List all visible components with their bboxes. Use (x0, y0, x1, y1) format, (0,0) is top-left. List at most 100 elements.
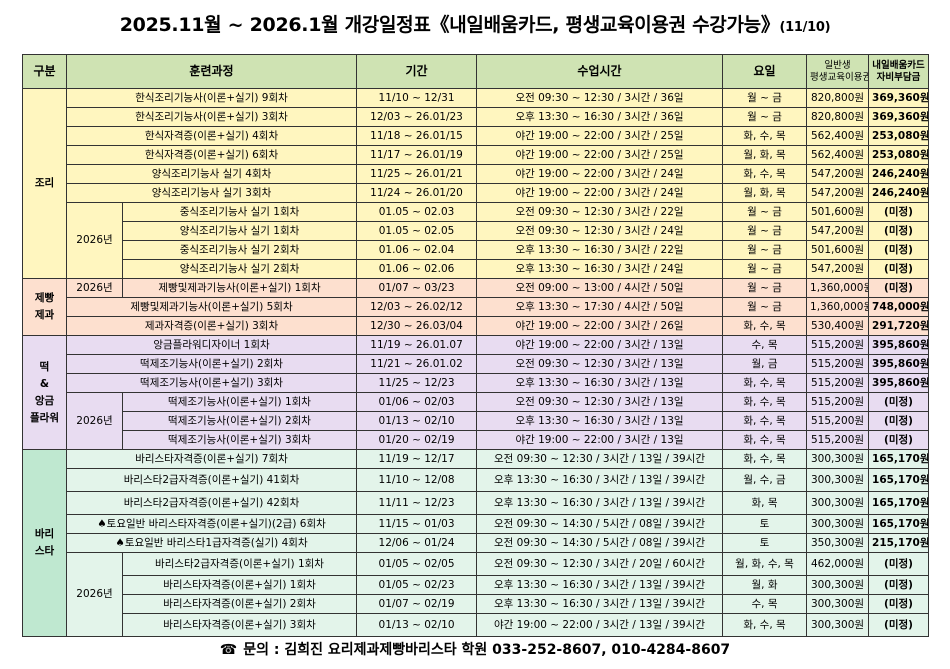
period: 01.05 ~ 02.03 (356, 202, 478, 222)
contact-footer: ☎ 문의 : 김희진 요리제과제빵바리스타 학원 033-252-8607, 01… (0, 639, 950, 659)
self-pay: (미정) (868, 392, 930, 412)
self-pay: (미정) (868, 411, 930, 431)
table-row: 떡제조기능사(이론+실기) 3회차 11/25 ~ 12/23 오후 13:30… (23, 373, 930, 393)
class-time: 오후 13:30 ~ 16:30 / 3시간 / 13일 (476, 373, 724, 393)
table-row: 떡 & 앙금 플라워 앙금플라워디자이너 1회차 11/19 ~ 26.01.07 야… (22, 335, 930, 450)
header-period: 기간 (356, 54, 478, 89)
days: 화, 수, 목 (722, 430, 808, 450)
course-name: 한식조리기능사(이론+실기) 9회차 (65, 88, 358, 108)
class-time: 오후 13:30 ~ 16:30 / 3시간 / 13일 / 39시간 (476, 594, 724, 614)
self-pay: (미정) (868, 240, 930, 260)
course-name: 양식조리기능사 실기 4회차 (65, 164, 358, 184)
title-main: 2025.11월 ~ 2026.1월 개강일정표《내일배움카드, 평생교육이용권… (119, 14, 780, 36)
fee: 820,800원 (806, 88, 870, 108)
fee: 300,300원 (806, 491, 870, 515)
table-row: 양식조리기능사 실기 3회차 11/24 ~ 26.01/20 야간 19:00… (23, 183, 930, 203)
self-pay: (미정) (868, 575, 930, 595)
period: 12/03 ~ 26.01/23 (356, 107, 478, 127)
fee: 515,200원 (806, 430, 870, 450)
course-name: 바리스타2급자격증(이론+실기) 42회차 (65, 491, 358, 515)
table-row: 양식조리기능사 실기 4회차 11/25 ~ 26.01/21 야간 19:00… (23, 164, 930, 184)
fee: 350,300원 (806, 533, 870, 553)
class-time: 오전 09:30 ~ 14:30 / 5시간 / 08일 / 39시간 (476, 514, 724, 534)
days: 화, 수, 목 (722, 392, 808, 412)
self-pay: 165,170원 (868, 449, 930, 469)
period: 11/17 ~ 26.01/19 (356, 145, 478, 165)
days: 화, 수, 목 (722, 126, 808, 146)
table-row: 바리스타2급자격증(이론+실기) 41회차 11/10 ~ 12/08 오후 1… (23, 468, 930, 492)
days: 월, 화, 목 (722, 145, 808, 165)
days: 월, 화, 수, 목 (722, 552, 808, 576)
period: 01/20 ~ 02/19 (356, 430, 478, 450)
days: 화, 수, 목 (722, 164, 808, 184)
fee: 300,300원 (806, 514, 870, 534)
class-time: 오후 13:30 ~ 16:30 / 3시간 / 13일 / 39시간 (476, 575, 724, 595)
course-name: 떡제조기능사(이론+실기) 3회차 (121, 430, 358, 450)
category-ddeok-line1: 떡 (39, 360, 50, 373)
fee: 300,300원 (806, 613, 870, 637)
self-pay: (미정) (868, 430, 930, 450)
days: 화, 수, 목 (722, 316, 808, 336)
self-pay: (미정) (868, 552, 930, 576)
self-pay: 253,080원 (868, 126, 930, 146)
period: 12/03 ~ 26.02/12 (356, 297, 478, 317)
days: 화, 수, 목 (722, 449, 808, 469)
table-row: 한식자격증(이론+실기) 4회차 11/18 ~ 26.01/15 야간 19:… (23, 126, 930, 146)
table-row: 2026년 바리스타2급자격증(이론+실기) 1회차 01/05 ~ 02/05… (23, 552, 930, 637)
class-time: 야간 19:00 ~ 22:00 / 3시간 / 13일 (476, 335, 724, 355)
course-name: 바리스타2급자격증(이론+실기) 41회차 (65, 468, 358, 492)
class-time: 야간 19:00 ~ 22:00 / 3시간 / 24일 (476, 164, 724, 184)
category-jori: 조리 (22, 88, 67, 279)
self-pay: (미정) (868, 221, 930, 241)
class-time: 야간 19:00 ~ 22:00 / 3시간 / 26일 (476, 316, 724, 336)
class-time: 오전 09:30 ~ 14:30 / 5시간 / 08일 / 39시간 (476, 533, 724, 553)
period: 01/13 ~ 02/10 (356, 613, 478, 637)
period: 11/21 ~ 26.01.02 (356, 354, 478, 374)
period: 12/30 ~ 26.03/04 (356, 316, 478, 336)
course-name: ♠토요일반 바리스타자격증(이론+실기)(2급) 6회차 (65, 514, 358, 534)
fee: 820,800원 (806, 107, 870, 127)
course-name: 떡제조기능사(이론+실기) 2회차 (121, 411, 358, 431)
period: 01.06 ~ 02.06 (356, 259, 478, 279)
days: 월 ~ 금 (722, 240, 808, 260)
class-time: 오후 13:30 ~ 16:30 / 3시간 / 36일 (476, 107, 724, 127)
course-name: 제과자격증(이론+실기) 3회차 (65, 316, 358, 336)
fee: 501,600원 (806, 240, 870, 260)
class-time: 오전 09:30 ~ 12:30 / 3시간 / 24일 (476, 221, 724, 241)
table-row: 한식조리기능사(이론+실기) 3회차 12/03 ~ 26.01/23 오후 1… (23, 107, 930, 127)
course-name: 바리스타자격증(이론+실기) 7회차 (65, 449, 358, 469)
course-name: 바리스타자격증(이론+실기) 3회차 (121, 613, 358, 637)
days: 토 (722, 514, 808, 534)
table-row: 조리 한식조리기능사(이론+실기) 9회차 11/10 ~ 12/31 오전 0… (22, 88, 930, 279)
category-barista-line1: 바리 (34, 528, 55, 540)
course-name: 양식조리기능사 실기 3회차 (65, 183, 358, 203)
course-name: 바리스타자격증(이론+실기) 2회차 (121, 594, 358, 614)
course-name: 앙금플라워디자이너 1회차 (65, 335, 358, 355)
class-time: 오전 09:30 ~ 12:30 / 3시간 / 22일 (476, 202, 724, 222)
days: 월, 수, 금 (722, 468, 808, 492)
course-name: 제빵및제과기능사(이론+실기) 5회차 (65, 297, 358, 317)
period: 01/05 ~ 02/05 (356, 552, 478, 576)
page-title: 2025.11월 ~ 2026.1월 개강일정표《내일배움카드, 평생교육이용권… (0, 10, 950, 37)
header-course: 훈련과정 (65, 54, 358, 89)
fee: 300,300원 (806, 575, 870, 595)
period: 11/19 ~ 12/17 (356, 449, 478, 469)
header-gubun: 구분 (22, 54, 67, 89)
period: 01/13 ~ 02/10 (356, 411, 478, 431)
title-date: (11/10) (779, 20, 831, 35)
header-days: 요일 (722, 54, 808, 89)
self-pay: 165,170원 (868, 491, 930, 515)
fee: 300,300원 (806, 594, 870, 614)
days: 월 ~ 금 (722, 107, 808, 127)
table-row: 바리스타자격증(이론+실기) 3회차 01/13 ~ 02/10 야간 19:0… (23, 613, 930, 637)
fee: 300,300원 (806, 468, 870, 492)
self-pay: 748,000원 (868, 297, 930, 317)
category-ddeok-line3: 앙금 (34, 394, 55, 407)
fee: 547,200원 (806, 183, 870, 203)
fee: 1,360,000원 (806, 297, 870, 317)
table-row: 한식자격증(이론+실기) 6회차 11/17 ~ 26.01/19 야간 19:… (23, 145, 930, 165)
period: 11/25 ~ 26.01/21 (356, 164, 478, 184)
category-barista: 바리 스타 (22, 449, 67, 637)
period: 12/06 ~ 01/24 (356, 533, 478, 553)
self-pay: 369,360원 (868, 88, 930, 108)
